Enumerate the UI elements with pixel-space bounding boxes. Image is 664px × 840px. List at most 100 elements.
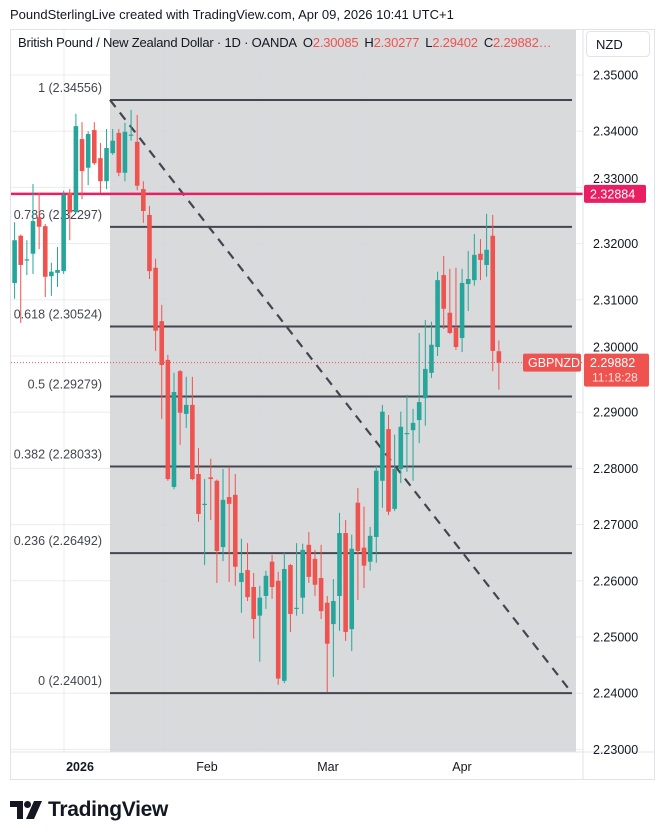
candle-down — [447, 312, 453, 333]
candle-down — [214, 480, 220, 552]
fib-level-label: 1 (2.34556) — [38, 81, 102, 95]
candle-down — [275, 580, 281, 679]
fib-level-label: 0.5 (2.29279) — [28, 378, 102, 392]
tradingview-logo-icon — [10, 801, 42, 819]
candle-down — [208, 477, 214, 480]
candle-up — [202, 503, 207, 506]
candle-down — [288, 565, 293, 614]
candle-up — [294, 607, 299, 609]
bar-countdown: 11:18:28 — [592, 371, 638, 385]
candle-up — [257, 597, 263, 616]
candle-down — [318, 577, 324, 612]
high-label: H — [364, 35, 374, 50]
candle-down — [490, 235, 496, 351]
candle-up — [331, 601, 336, 625]
candle-down — [159, 321, 165, 365]
price-axis-tick: 2.28000 — [593, 462, 638, 476]
open-label: O — [302, 35, 313, 50]
price-axis-tick: 2.31000 — [593, 293, 638, 307]
fib-level-label: 0.236 (2.26492) — [14, 534, 102, 548]
logo-text: TradingView — [48, 798, 169, 821]
fib-shaded-region — [110, 30, 576, 752]
candle-up — [122, 131, 128, 173]
candle-up — [465, 279, 471, 285]
candle-up — [416, 402, 422, 421]
candle-down — [196, 474, 201, 514]
candle-up — [349, 548, 355, 630]
candle-up — [12, 240, 17, 283]
candle-down — [245, 570, 250, 598]
price-axis-tick: 2.34000 — [593, 125, 638, 139]
close-label: C — [483, 35, 494, 50]
candle-up — [24, 259, 30, 261]
open-value: 2.30085 — [312, 35, 359, 50]
candle-up — [171, 391, 177, 487]
candle-down — [147, 214, 152, 272]
candle-down — [134, 141, 140, 186]
candle-down — [67, 193, 73, 213]
candle-down — [190, 404, 195, 480]
candle-up — [300, 549, 306, 598]
candle-up — [484, 249, 489, 265]
candle-down — [177, 371, 183, 413]
candle-down — [42, 226, 48, 277]
candle-down — [441, 275, 446, 309]
candle-down — [36, 217, 42, 227]
candle-up — [220, 499, 226, 548]
high-value: 2.30277 — [373, 35, 420, 50]
candle-down — [226, 497, 232, 504]
symbol-badge-label: GBPNZD — [528, 356, 580, 370]
candle-up — [429, 344, 434, 373]
fib-level-label: 0.786 (2.32297) — [14, 208, 102, 222]
time-axis-tick: Mar — [317, 760, 339, 774]
symbol-legend: British Pound / New Zealand Dollar · 1D … — [18, 35, 578, 50]
candle-up — [128, 134, 134, 136]
chart-frame — [10, 29, 655, 780]
low-label: L — [425, 35, 433, 50]
candle-up — [61, 194, 66, 272]
symbol-title[interactable]: British Pound / New Zealand Dollar · 1D … — [18, 35, 297, 50]
candle-down — [79, 139, 85, 172]
last-price-value: 2.29882 — [590, 356, 635, 370]
candle-down — [312, 558, 318, 585]
candle-down — [355, 502, 361, 552]
fib-level-label: 0.382 (2.28033) — [14, 448, 102, 462]
price-chart[interactable]: 1 (2.34556) 0.786 (2.32297) 0.618 (2.30524… — [0, 0, 664, 790]
horizontal-level-badge — [584, 184, 646, 203]
currency-button[interactable]: NZD — [586, 31, 650, 57]
candle-up — [392, 468, 397, 509]
candle-down — [116, 132, 122, 173]
candle-down — [153, 267, 158, 331]
candle-down — [91, 130, 97, 164]
candle-down — [453, 327, 459, 348]
price-axis-tick: 2.30000 — [593, 341, 638, 355]
candle-down — [251, 586, 256, 620]
candle-up — [183, 404, 189, 414]
fib-level-label: 0.618 (2.30524) — [14, 308, 102, 322]
candle-up — [337, 533, 342, 596]
candle-down — [232, 494, 238, 567]
candle-up — [435, 280, 440, 348]
candle-up — [73, 126, 79, 213]
candle-down — [324, 602, 330, 644]
candle-up — [410, 422, 416, 431]
price-axis-tick: 2.25000 — [593, 631, 638, 645]
price-axis-tick: 2.29000 — [593, 406, 638, 420]
candle-down — [269, 561, 275, 587]
tradingview-logo[interactable]: TradingView — [10, 798, 168, 822]
candle-down — [478, 253, 483, 260]
price-axis-tick: 2.24000 — [593, 687, 638, 701]
price-axis-tick: 2.35000 — [593, 69, 638, 83]
low-value: 2.29402 — [432, 35, 478, 50]
price-axis-tick: 2.23000 — [593, 743, 638, 757]
candle-down — [306, 544, 312, 577]
candle-up — [49, 271, 54, 277]
candle-up — [423, 368, 428, 399]
candle-up — [55, 270, 60, 273]
last-price-badge — [584, 353, 649, 387]
candle-up — [398, 426, 404, 469]
candle-up — [404, 432, 410, 435]
candle-down — [165, 359, 171, 480]
candle-up — [263, 575, 269, 596]
horizontal-level-value: 2.32884 — [590, 187, 635, 201]
